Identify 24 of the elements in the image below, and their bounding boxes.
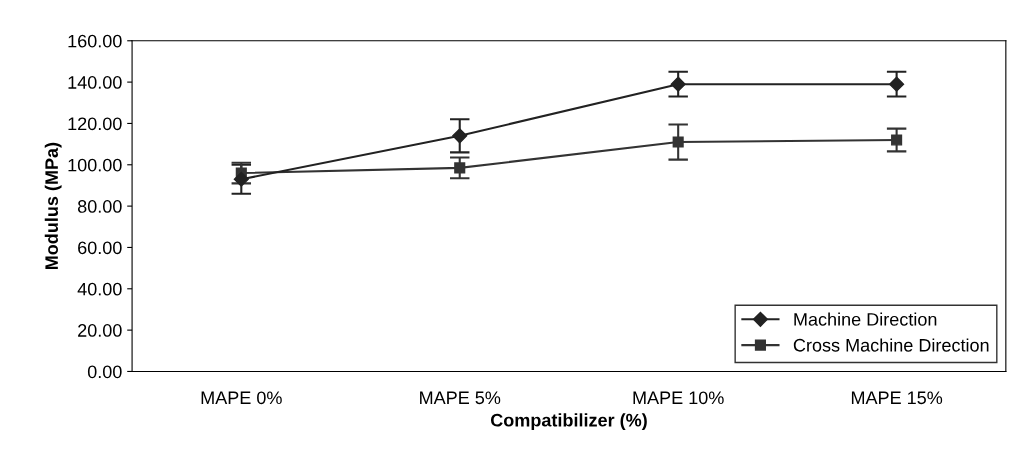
y-axis-title: Modulus (MPa) [44, 142, 62, 270]
y-tick-label: 60.00 [78, 241, 122, 255]
x-tick-label: MAPE 5% [420, 391, 501, 405]
point [452, 128, 468, 144]
point [454, 162, 466, 174]
point [889, 76, 905, 92]
y-tick-label: 100.00 [68, 158, 122, 172]
point [670, 76, 686, 92]
point [233, 171, 249, 187]
y-tick-label: 40.00 [77, 282, 122, 296]
legend-label: Machine Direction [794, 312, 937, 326]
x-tick-label: MAPE 0% [201, 391, 282, 405]
y-tick-label: 120.00 [68, 117, 122, 131]
point [891, 134, 903, 146]
y-tick-label: 140.00 [68, 76, 122, 89]
point [672, 136, 684, 148]
y-tick-label: 20.00 [78, 324, 122, 337]
y-tick-label: 80.00 [77, 200, 122, 213]
x-axis-title: Compatibilizer (%) [490, 413, 647, 431]
legend-label: Cross Machine Direction [793, 338, 989, 352]
y-tick-label: 0.00 [87, 365, 122, 379]
x-tick-label: MAPE 15% [851, 391, 943, 405]
y-tick-label: 160.00 [68, 34, 122, 48]
x-tick-label: MAPE 10% [633, 391, 724, 405]
